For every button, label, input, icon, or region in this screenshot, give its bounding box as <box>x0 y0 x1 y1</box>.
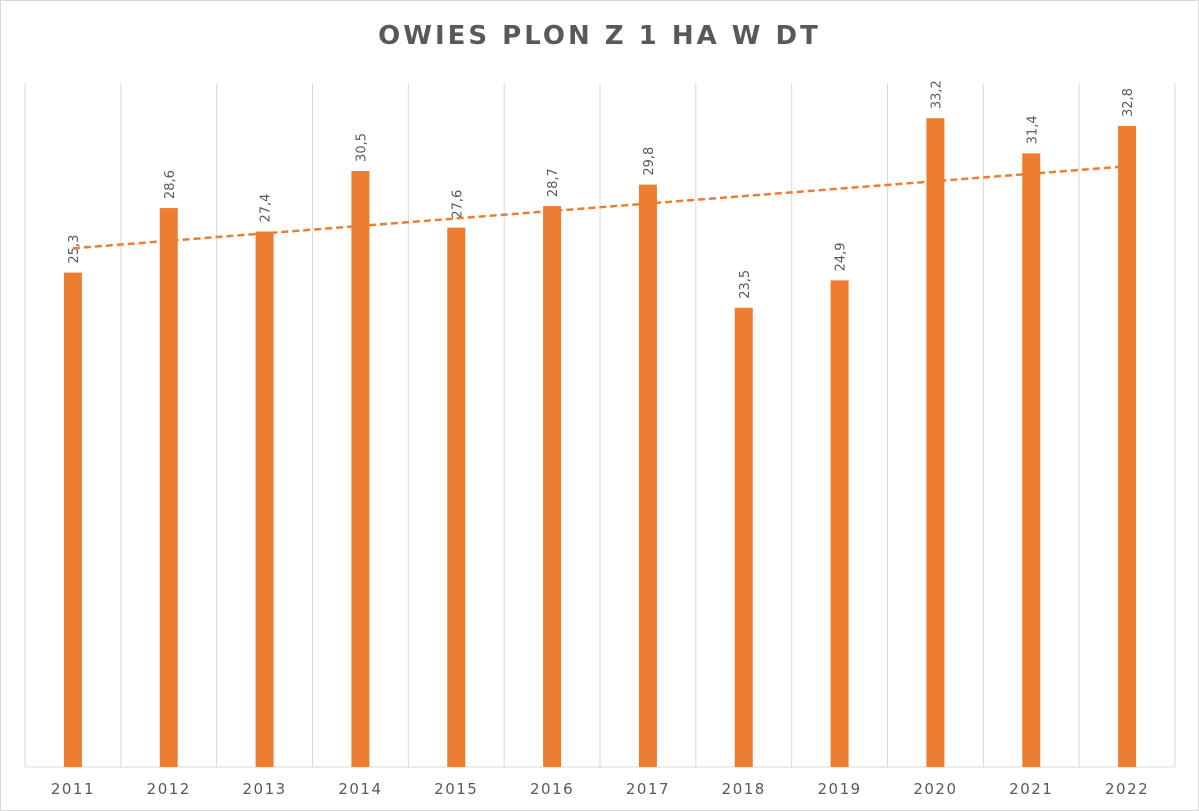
x-tick-label: 2018 <box>722 780 766 798</box>
data-label: 24,9 <box>834 242 849 271</box>
x-tick-label: 2015 <box>434 780 478 798</box>
x-tick-label: 2019 <box>817 780 861 798</box>
bar <box>159 208 178 767</box>
data-label: 23,5 <box>738 270 753 299</box>
data-label: 27,6 <box>450 190 465 219</box>
data-label: 32,8 <box>1121 88 1136 117</box>
bar <box>1022 153 1041 768</box>
bar <box>255 231 274 768</box>
data-label: 31,4 <box>1025 115 1040 144</box>
data-label: 29,8 <box>642 147 657 176</box>
data-label: 33,2 <box>929 80 944 109</box>
bar <box>447 227 466 768</box>
bar <box>638 184 657 767</box>
bar <box>830 280 849 767</box>
bar <box>63 272 82 767</box>
x-tick-label: 2021 <box>1009 780 1053 798</box>
x-tick-label: 2014 <box>338 780 382 798</box>
x-tick-label: 2012 <box>147 780 191 798</box>
x-tick-label: 2013 <box>242 780 286 798</box>
chart-title: OWIES PLON Z 1 HA W DT <box>378 21 821 51</box>
data-label: 30,5 <box>354 133 369 162</box>
x-tick-label: 2017 <box>626 780 670 798</box>
bar <box>734 307 753 767</box>
x-tick-label: 2016 <box>530 780 574 798</box>
bar <box>1118 125 1137 768</box>
data-label: 28,7 <box>546 168 561 197</box>
data-label: 27,4 <box>259 194 274 223</box>
x-tick-label: 2020 <box>913 780 957 798</box>
bar <box>351 170 370 767</box>
data-label: 28,6 <box>163 170 178 199</box>
x-tick-label: 2022 <box>1105 780 1149 798</box>
trendline <box>72 165 1128 250</box>
x-tick-label: 2011 <box>51 780 95 798</box>
bar <box>543 206 562 767</box>
bar <box>926 118 945 768</box>
